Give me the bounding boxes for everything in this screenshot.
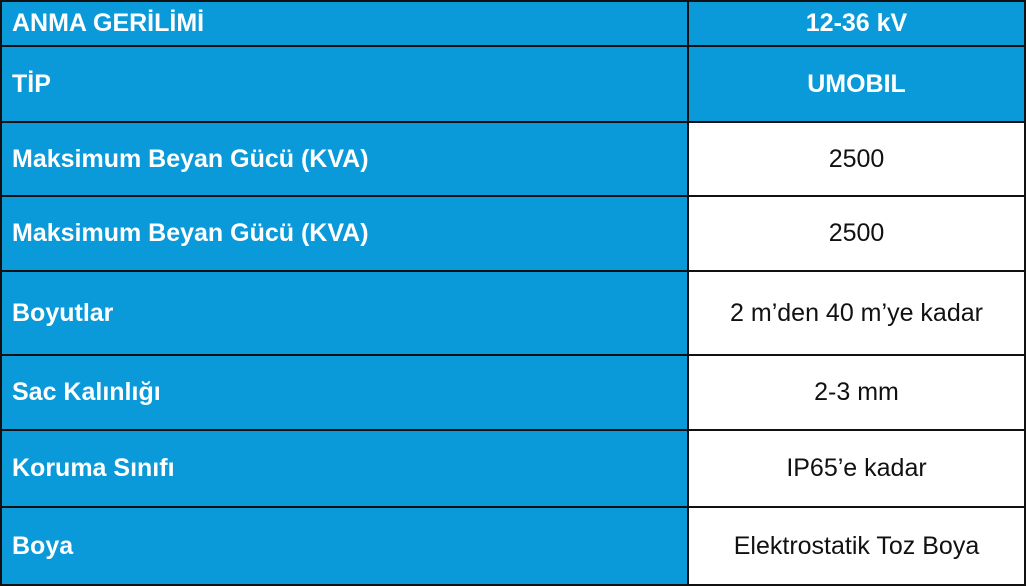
row-value: 2500 bbox=[689, 197, 1026, 272]
header-value: UMOBIL bbox=[689, 47, 1026, 123]
header-label: TİP bbox=[2, 47, 689, 123]
row-value: 2 m’den 40 m’ye kadar bbox=[689, 272, 1026, 356]
row-label: Maksimum Beyan Gücü (KVA) bbox=[2, 123, 689, 197]
row-label: Boya bbox=[2, 508, 689, 586]
row-label: Sac Kalınlığı bbox=[2, 356, 689, 431]
header-value: 12-36 kV bbox=[689, 2, 1026, 47]
row-value: Elektrostatik Toz Boya bbox=[689, 508, 1026, 586]
row-label: Koruma Sınıfı bbox=[2, 431, 689, 508]
row-value: 2-3 mm bbox=[689, 356, 1026, 431]
row-value: IP65’e kadar bbox=[689, 431, 1026, 508]
header-label: ANMA GERİLİMİ bbox=[2, 2, 689, 47]
row-label: Maksimum Beyan Gücü (KVA) bbox=[2, 197, 689, 272]
row-value: 2500 bbox=[689, 123, 1026, 197]
row-label: Boyutlar bbox=[2, 272, 689, 356]
